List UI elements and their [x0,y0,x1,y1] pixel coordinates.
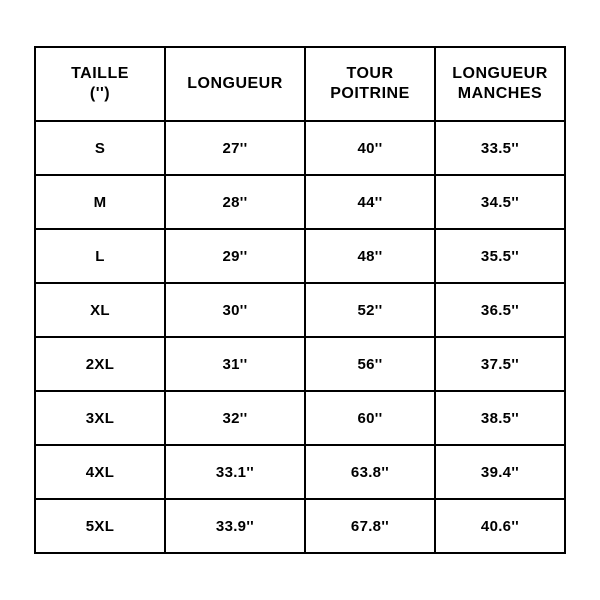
table-row: M28''44''34.5'' [35,175,565,229]
table-cell: 35.5'' [435,229,565,283]
column-header-top-1: LONGUEUR [167,74,303,94]
table-header-row: TAILLE('')LONGUEURTOURPOITRINELONGUEURMA… [35,47,565,121]
table-row: 5XL33.9''67.8''40.6'' [35,499,565,553]
table-row: 2XL31''56''37.5'' [35,337,565,391]
table-cell: 2XL [35,337,165,391]
column-header-bottom-0: ('') [37,84,163,104]
table-cell: 33.9'' [165,499,305,553]
table-cell: 33.1'' [165,445,305,499]
table-cell: 29'' [165,229,305,283]
table-cell: 3XL [35,391,165,445]
table-cell: 4XL [35,445,165,499]
page-container: TAILLE('')LONGUEURTOURPOITRINELONGUEURMA… [0,0,600,600]
table-cell: XL [35,283,165,337]
table-cell: 56'' [305,337,435,391]
table-cell: 34.5'' [435,175,565,229]
column-header-1: LONGUEUR [165,47,305,121]
size-table: TAILLE('')LONGUEURTOURPOITRINELONGUEURMA… [34,46,566,554]
table-cell: 5XL [35,499,165,553]
table-row: XL30''52''36.5'' [35,283,565,337]
table-row: 4XL33.1''63.8''39.4'' [35,445,565,499]
table-cell: 27'' [165,121,305,175]
table-cell: S [35,121,165,175]
table-body: S27''40''33.5''M28''44''34.5''L29''48''3… [35,121,565,553]
table-header: TAILLE('')LONGUEURTOURPOITRINELONGUEURMA… [35,47,565,121]
column-header-2: TOURPOITRINE [305,47,435,121]
table-cell: 40.6'' [435,499,565,553]
table-cell: 40'' [305,121,435,175]
column-header-top-0: TAILLE [37,64,163,84]
column-header-top-2: TOUR [307,64,433,84]
table-cell: 44'' [305,175,435,229]
table-cell: 52'' [305,283,435,337]
column-header-0: TAILLE('') [35,47,165,121]
column-header-3: LONGUEURMANCHES [435,47,565,121]
table-cell: 32'' [165,391,305,445]
table-cell: 63.8'' [305,445,435,499]
table-cell: 48'' [305,229,435,283]
column-header-bottom-2: POITRINE [307,84,433,104]
table-row: L29''48''35.5'' [35,229,565,283]
table-cell: 39.4'' [435,445,565,499]
table-cell: 67.8'' [305,499,435,553]
table-cell: 28'' [165,175,305,229]
table-cell: 33.5'' [435,121,565,175]
table-cell: 36.5'' [435,283,565,337]
table-cell: L [35,229,165,283]
table-cell: 38.5'' [435,391,565,445]
table-cell: 60'' [305,391,435,445]
column-header-bottom-3: MANCHES [437,84,563,104]
table-row: 3XL32''60''38.5'' [35,391,565,445]
table-cell: 30'' [165,283,305,337]
table-cell: M [35,175,165,229]
table-row: S27''40''33.5'' [35,121,565,175]
table-cell: 31'' [165,337,305,391]
table-cell: 37.5'' [435,337,565,391]
column-header-top-3: LONGUEUR [437,64,563,84]
